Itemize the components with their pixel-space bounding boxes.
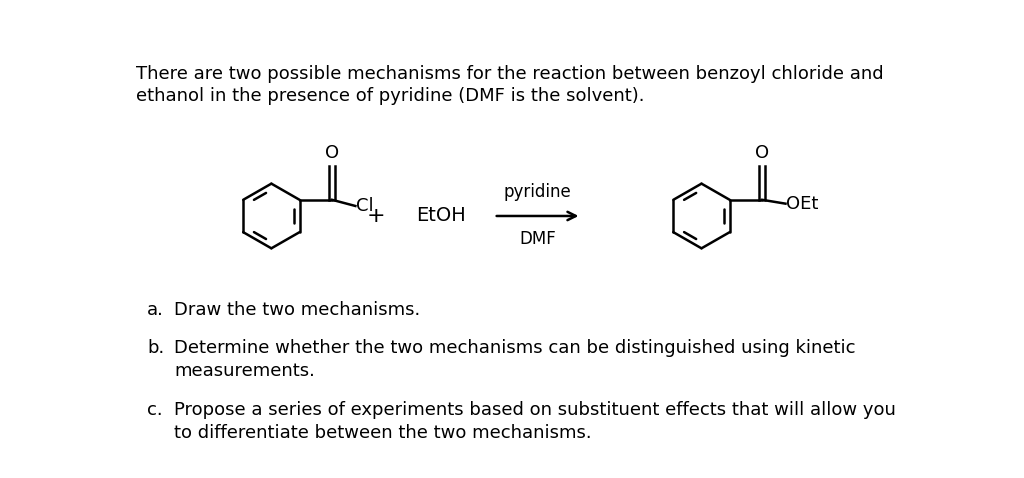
Text: There are two possible mechanisms for the reaction between benzoyl chloride and: There are two possible mechanisms for th… — [136, 65, 884, 83]
Text: OEt: OEt — [786, 195, 818, 213]
Text: O: O — [325, 144, 339, 162]
Text: c.: c. — [147, 401, 163, 419]
Text: +: + — [367, 206, 385, 226]
Text: Propose a series of experiments based on substituent effects that will allow you: Propose a series of experiments based on… — [174, 401, 896, 419]
Text: b.: b. — [147, 339, 165, 357]
Text: Draw the two mechanisms.: Draw the two mechanisms. — [174, 301, 421, 319]
Text: ethanol in the presence of pyridine (DMF is the solvent).: ethanol in the presence of pyridine (DMF… — [136, 87, 644, 105]
Text: a.: a. — [147, 301, 164, 319]
Text: O: O — [755, 144, 769, 162]
Text: Determine whether the two mechanisms can be distinguished using kinetic: Determine whether the two mechanisms can… — [174, 339, 856, 357]
Text: EtOH: EtOH — [417, 206, 466, 226]
Text: measurements.: measurements. — [174, 362, 315, 380]
Text: pyridine: pyridine — [504, 183, 571, 201]
Text: DMF: DMF — [519, 230, 556, 248]
Text: Cl: Cl — [356, 197, 374, 215]
Text: to differentiate between the two mechanisms.: to differentiate between the two mechani… — [174, 424, 592, 442]
